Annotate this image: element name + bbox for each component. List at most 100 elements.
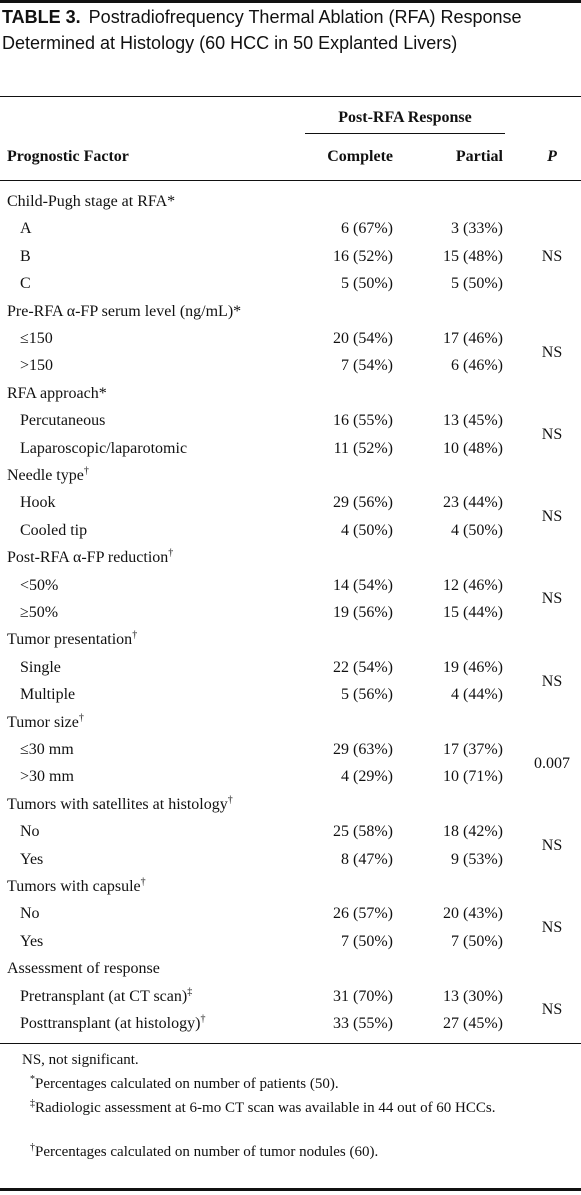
complete-cell: 25 (58%) bbox=[333, 823, 393, 841]
footnote-mark: † bbox=[78, 712, 84, 724]
partial-cell: 7 (50%) bbox=[451, 932, 503, 950]
partial-cell: 19 (46%) bbox=[443, 658, 503, 676]
row-label-text: ≤30 mm bbox=[20, 741, 74, 758]
partial-cell: 15 (48%) bbox=[443, 247, 503, 265]
row-label-text: C bbox=[20, 275, 31, 293]
row-label: Single bbox=[20, 658, 61, 678]
row-label-text: Multiple bbox=[20, 686, 76, 704]
group-label: Assessment of response bbox=[7, 959, 160, 979]
partial-cell: 4 (50%) bbox=[451, 521, 503, 539]
span-header: Post-RFA Response bbox=[338, 109, 472, 126]
partial-cell: 17 (37%) bbox=[443, 741, 503, 758]
table-title: TABLE 3. Postradiofrequency Thermal Ablat… bbox=[2, 4, 572, 56]
row-label-text: <50% bbox=[20, 576, 59, 594]
partial-cell: 6 (46%) bbox=[451, 357, 503, 375]
span-rule bbox=[305, 133, 505, 134]
footnote-mark: † bbox=[200, 1013, 206, 1025]
group-label: Post-RFA α-FP reduction† bbox=[7, 548, 173, 568]
table-label: TABLE 3. bbox=[2, 7, 81, 27]
group-label: Tumor presentation† bbox=[7, 630, 137, 650]
row-label: Hook bbox=[20, 493, 56, 513]
complete-cell: 22 (54%) bbox=[333, 658, 393, 676]
row-label: Yes bbox=[20, 932, 43, 952]
footnote: ‡Radiologic assessment at 6-mo CT scan w… bbox=[22, 1098, 562, 1118]
row-label: <50% bbox=[20, 576, 58, 596]
group-label-text: Tumor size bbox=[7, 713, 79, 731]
partial-cell: 23 (44%) bbox=[443, 494, 503, 512]
row-label: No bbox=[20, 822, 40, 842]
footnote-mark: * bbox=[30, 1074, 35, 1085]
footnote-text: Percentages calculated on number of pati… bbox=[35, 1076, 339, 1092]
group-label-text: Post-RFA α-FP reduction bbox=[7, 549, 169, 567]
row-label: Yes bbox=[20, 850, 43, 870]
complete-cell: 16 (55%) bbox=[333, 412, 393, 430]
body-rule bbox=[0, 1043, 581, 1044]
partial-cell: 9 (53%) bbox=[451, 850, 503, 868]
footnote-mark: † bbox=[132, 630, 138, 642]
row-label-text: B bbox=[20, 247, 31, 265]
group-label: RFA approach* bbox=[7, 384, 107, 404]
complete-cell: 11 (52%) bbox=[333, 439, 393, 457]
complete-cell: 19 (56%) bbox=[333, 604, 393, 621]
footnote-mark: † bbox=[168, 547, 174, 559]
row-label-text: Cooled tip bbox=[20, 521, 88, 539]
p-cell: NS bbox=[541, 425, 563, 443]
footnote-mark: ‡ bbox=[30, 1098, 35, 1109]
row-label: C bbox=[20, 274, 31, 294]
table-caption: Postradiofrequency Thermal Ablation (RFA… bbox=[2, 7, 522, 53]
row-label: Pretransplant (at CT scan)‡ bbox=[20, 987, 192, 1007]
group-label-text: Child-Pugh stage at RFA* bbox=[7, 193, 176, 210]
partial-cell: 17 (46%) bbox=[443, 330, 503, 347]
row-label-text: Posttransplant (at histology) bbox=[20, 1015, 201, 1032]
row-label-text: Yes bbox=[20, 932, 44, 950]
row-label-text: Yes bbox=[20, 850, 44, 868]
partial-cell: 12 (46%) bbox=[443, 576, 503, 594]
row-label-text: ≤150 bbox=[20, 330, 53, 347]
partial-cell: 4 (44%) bbox=[451, 686, 503, 704]
partial-cell: 13 (45%) bbox=[443, 412, 503, 430]
row-label: Laparoscopic/laparotomic bbox=[20, 439, 187, 459]
complete-cell: 8 (47%) bbox=[341, 850, 393, 868]
p-cell: NS bbox=[541, 590, 563, 608]
p-cell: NS bbox=[541, 1001, 563, 1019]
complete-cell: 29 (63%) bbox=[333, 741, 393, 758]
row-label-text: Pretransplant (at CT scan) bbox=[20, 987, 188, 1005]
complete-cell: 26 (57%) bbox=[333, 905, 393, 923]
row-label: Multiple bbox=[20, 685, 75, 705]
row-label: Percutaneous bbox=[20, 411, 105, 431]
p-header: P bbox=[547, 148, 557, 165]
partial-cell: 5 (50%) bbox=[451, 275, 503, 293]
group-label-text: Assessment of response bbox=[7, 960, 160, 978]
row-label: ≥50% bbox=[20, 603, 58, 623]
p-cell: 0.007 bbox=[534, 754, 570, 772]
group-label: Tumors with satellites at histology† bbox=[7, 795, 233, 815]
title-rule bbox=[0, 96, 581, 97]
bottom-rule bbox=[0, 1188, 581, 1191]
footnote-mark: † bbox=[30, 1142, 35, 1153]
complete-cell: 5 (50%) bbox=[341, 275, 393, 293]
group-label-text: Needle type bbox=[7, 467, 84, 484]
footnote: NS, not significant. bbox=[22, 1050, 562, 1070]
group-label-text: Pre-RFA α-FP serum level (ng/mL)* bbox=[7, 302, 242, 320]
footnote-text: Percentages calculated on number of tumo… bbox=[35, 1144, 379, 1160]
row-label: ≤30 mm bbox=[20, 740, 74, 760]
complete-cell: 5 (56%) bbox=[341, 686, 393, 704]
group-label-text: Tumors with capsule bbox=[7, 878, 141, 895]
complete-cell: 7 (54%) bbox=[341, 357, 393, 375]
group-label-text: Tumor presentation bbox=[7, 631, 133, 649]
complete-cell: 7 (50%) bbox=[341, 932, 393, 950]
complete-cell: 4 (29%) bbox=[341, 768, 393, 786]
partial-cell: 20 (43%) bbox=[443, 905, 503, 923]
complete-cell: 20 (54%) bbox=[333, 330, 393, 347]
complete-cell: 33 (55%) bbox=[333, 1015, 393, 1032]
partial-cell: 3 (33%) bbox=[451, 220, 503, 238]
complete-cell: 6 (67%) bbox=[341, 220, 393, 238]
group-label: Child-Pugh stage at RFA* bbox=[7, 192, 175, 212]
row-label: Cooled tip bbox=[20, 521, 87, 541]
row-label: >30 mm bbox=[20, 767, 74, 787]
row-label-text: No bbox=[20, 823, 40, 841]
factor-header: Prognostic Factor bbox=[7, 148, 129, 165]
group-label: Pre-RFA α-FP serum level (ng/mL)* bbox=[7, 302, 241, 322]
footnote-mark: ‡ bbox=[187, 986, 193, 998]
